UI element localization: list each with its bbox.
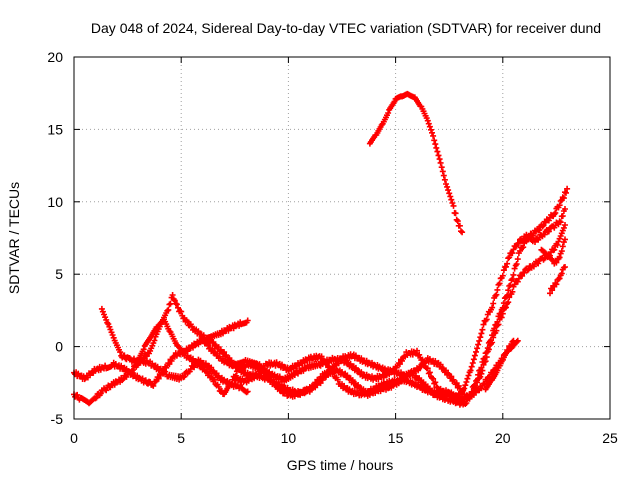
data-layer: [71, 90, 571, 408]
series-track-10: [482, 337, 521, 393]
data-points: [231, 206, 568, 402]
x-tick-label: 5: [177, 430, 185, 446]
grid-lines: [74, 57, 610, 419]
y-tick-label: 10: [47, 194, 63, 210]
y-tick-label: 0: [55, 339, 63, 355]
y-tick-label: 15: [47, 121, 63, 137]
y-tick-label: 5: [55, 266, 63, 282]
data-points: [366, 90, 466, 236]
series-track-8: [538, 236, 568, 267]
series-track-7: [366, 90, 466, 236]
x-tick-label: 10: [281, 430, 297, 446]
chart-title: Day 048 of 2024, Sidereal Day-to-day VTE…: [91, 20, 601, 36]
x-tick-label: 15: [388, 430, 404, 446]
y-tick-label: -5: [51, 411, 64, 427]
x-tick-label: 20: [495, 430, 511, 446]
series-track-6: [231, 206, 568, 402]
tick-labels: 0 5 10 15 20 25 -5 0 5 10 15 20: [47, 49, 618, 446]
data-points: [547, 264, 568, 297]
y-axis-label: SDTVAR / TECUs: [6, 182, 22, 294]
y-tick-label: 20: [47, 49, 63, 65]
data-points: [538, 236, 568, 267]
plot-frame: [73, 56, 611, 420]
series-track-9: [547, 264, 568, 297]
x-tick-label: 0: [70, 430, 78, 446]
x-tick-label: 25: [602, 430, 618, 446]
data-points: [482, 337, 521, 393]
x-axis-label: GPS time / hours: [287, 457, 394, 473]
